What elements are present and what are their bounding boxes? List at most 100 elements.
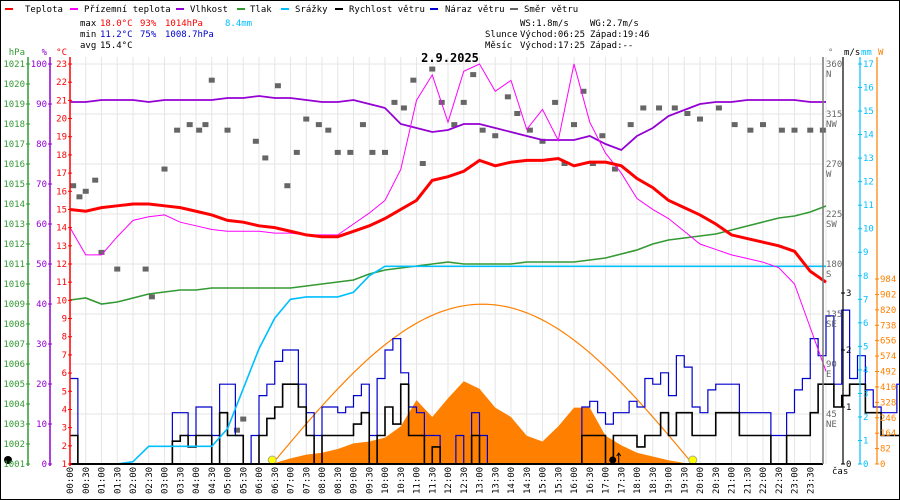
x-tick-label: 15:30 bbox=[554, 467, 564, 494]
x-tick-label: 07:30 bbox=[302, 467, 312, 494]
x-tick-label: 15:00 bbox=[539, 467, 549, 494]
temp-tick-label: 12 bbox=[56, 260, 67, 270]
wind-direction-mark bbox=[262, 155, 269, 161]
x-tick-label: 03:00 bbox=[161, 467, 171, 494]
hpa-tick-label: 1019 bbox=[3, 100, 25, 110]
wind-direction-mark bbox=[224, 127, 231, 133]
legend-label-wd: Směr větru bbox=[524, 5, 578, 15]
w-tick-label: 0 bbox=[880, 460, 885, 470]
stat-max-rain: 8.4mm bbox=[225, 19, 252, 29]
wind-direction-mark bbox=[161, 166, 168, 172]
wind-direction-mark bbox=[334, 149, 341, 155]
x-tick-label: 09:30 bbox=[365, 467, 375, 494]
wind-direction-mark bbox=[760, 122, 766, 128]
x-tick-label: 12:00 bbox=[444, 467, 454, 494]
temp-tick-label: 10 bbox=[56, 296, 67, 306]
x-tick-label: 10:30 bbox=[397, 467, 407, 494]
w-axis-unit: W bbox=[878, 48, 884, 58]
direction-tick-label: 360 bbox=[826, 60, 842, 70]
temp-tick-label: 15 bbox=[56, 205, 67, 215]
x-tick-label: 05:30 bbox=[239, 467, 249, 494]
x-tick-label: 04:30 bbox=[208, 467, 218, 494]
mm-tick-label: 9 bbox=[863, 248, 868, 258]
legend-label-temp: Teplota bbox=[25, 5, 63, 15]
w-tick-label: 984 bbox=[880, 275, 896, 285]
wind-direction-mark bbox=[369, 149, 376, 155]
wind-direction-mark bbox=[552, 99, 559, 105]
x-tick-label: 18:30 bbox=[649, 467, 659, 494]
stat-min-label: min bbox=[80, 30, 96, 40]
sunrise-marker bbox=[267, 455, 277, 465]
x-tick-label: 09:00 bbox=[350, 467, 360, 494]
hpa-axis-unit: hPa bbox=[9, 48, 25, 58]
wind-direction-mark bbox=[807, 127, 814, 133]
temp-tick-label: 18 bbox=[56, 151, 67, 161]
mm-tick-label: 0 bbox=[863, 460, 868, 470]
wind-direction-mark bbox=[391, 99, 398, 105]
solar-radiation-area bbox=[70, 381, 826, 464]
hpa-tick-label: 1021 bbox=[3, 60, 25, 70]
wind-direction-mark bbox=[539, 138, 546, 144]
moon-label: Měsíc bbox=[485, 41, 512, 51]
w-tick-label: 574 bbox=[880, 352, 896, 362]
legend-label-ws: Rychlost větru bbox=[349, 5, 425, 15]
stat-max-temp: 18.0°C bbox=[100, 19, 133, 29]
w-tick-label: 328 bbox=[880, 398, 896, 408]
wind-speed-line bbox=[70, 383, 900, 465]
w-tick-label: 82 bbox=[880, 445, 891, 455]
temp-tick-label: 11 bbox=[56, 278, 67, 288]
x-tick-label: 16:00 bbox=[570, 467, 580, 494]
mm-tick-label: 4 bbox=[863, 366, 868, 376]
hpa-tick-label: 1020 bbox=[3, 80, 25, 90]
wind-direction-mark bbox=[715, 105, 722, 111]
mm-tick-label: 16 bbox=[863, 84, 874, 94]
pct-tick-label: 0 bbox=[42, 460, 47, 470]
wind-direction-mark bbox=[697, 116, 703, 122]
temp-tick-label: 1 bbox=[62, 460, 67, 470]
pct-tick-label: 60 bbox=[36, 220, 47, 230]
wind-direction-mark bbox=[684, 111, 691, 116]
pct-tick-label: 80 bbox=[36, 140, 47, 150]
series-layer bbox=[4, 63, 900, 465]
x-tick-label: 20:30 bbox=[712, 467, 722, 494]
ms-tick-label: 0 bbox=[846, 460, 851, 470]
temp-tick-label: 8 bbox=[62, 333, 67, 343]
temp-tick-label: 17 bbox=[56, 169, 67, 179]
hpa-tick-label: 1001 bbox=[3, 460, 25, 470]
hpa-tick-label: 1008 bbox=[3, 320, 25, 330]
x-tick-label: 19:30 bbox=[680, 467, 690, 494]
moonset-time: Západ:-- bbox=[590, 41, 633, 51]
temp-tick-label: 14 bbox=[56, 224, 67, 234]
mm-tick-label: 14 bbox=[863, 131, 874, 141]
direction-compass-label: W bbox=[826, 170, 832, 180]
wind-direction-mark bbox=[82, 188, 89, 194]
wind-direction-mark bbox=[656, 105, 663, 111]
legend: Teplota Přízemní teplota Vlhkost Tlak Srážky… bbox=[5, 5, 578, 15]
wind-direction-mark bbox=[580, 88, 587, 94]
wind-direction-mark bbox=[293, 149, 300, 155]
wind-direction-mark bbox=[359, 122, 366, 128]
wind-direction-mark bbox=[148, 294, 155, 300]
hpa-tick-label: 1013 bbox=[3, 220, 25, 230]
wind-direction-mark bbox=[233, 427, 240, 433]
stat-wg: WG:2.7m/s bbox=[590, 19, 639, 29]
temp-tick-label: 9 bbox=[62, 315, 67, 325]
x-tick-label: 10:00 bbox=[381, 467, 391, 494]
direction-compass-label: SE bbox=[826, 320, 837, 330]
stat-avg-label: avg bbox=[80, 41, 96, 51]
wind-direction-mark bbox=[419, 161, 426, 166]
legend-label-wg: Náraz větru bbox=[445, 5, 505, 15]
w-tick-label: 902 bbox=[880, 290, 896, 300]
wind-direction-mark bbox=[142, 266, 149, 272]
temp-tick-label: 13 bbox=[56, 242, 67, 252]
mm-axis-unit: mm bbox=[861, 48, 872, 58]
hpa-tick-label: 1009 bbox=[3, 300, 25, 310]
wind-direction-mark bbox=[479, 127, 486, 133]
wind-direction-mark bbox=[114, 266, 121, 272]
legend-label-pres: Tlak bbox=[250, 5, 272, 15]
wind-direction-mark bbox=[599, 133, 606, 139]
stat-min-hum: 75% bbox=[140, 30, 157, 40]
wind-direction-mark bbox=[640, 105, 647, 111]
direction-compass-label: S bbox=[826, 270, 831, 280]
